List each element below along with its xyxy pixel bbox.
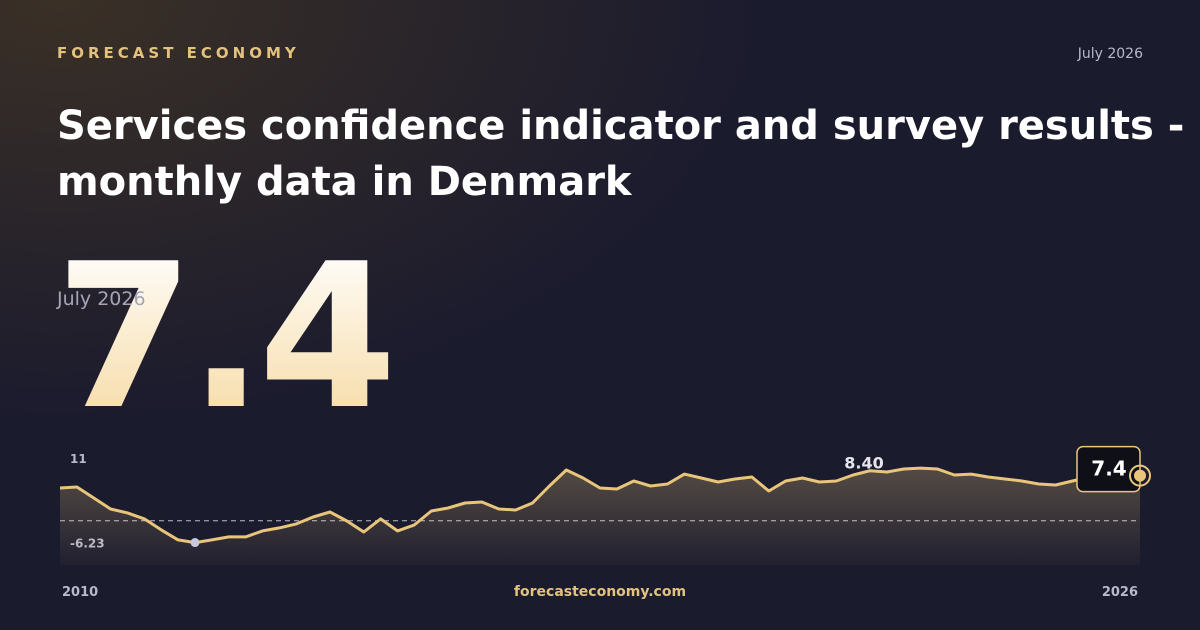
last-point-ring <box>1129 464 1151 487</box>
footer: forecasteconomy.com <box>514 584 686 600</box>
last-value-label: 7.4 <box>1091 457 1126 481</box>
brand: FORECAST ECONOMY <box>57 44 300 62</box>
last-point <box>1134 469 1146 482</box>
min-point <box>190 538 200 548</box>
last-value-box <box>1076 445 1141 493</box>
headline-value: 7.4 <box>55 221 397 454</box>
title: Services confidence indicator and survey… <box>57 103 1185 205</box>
x-tick-label: 2026 <box>1102 585 1138 600</box>
headline-date: July 2026 <box>57 288 146 310</box>
annotation: 8.40 <box>844 454 883 473</box>
date: July 2026 <box>1077 46 1143 62</box>
y-tick-label: 11 <box>70 452 87 466</box>
area <box>60 468 1140 565</box>
line <box>59 466 1141 545</box>
x-tick-label: 2010 <box>62 585 98 600</box>
